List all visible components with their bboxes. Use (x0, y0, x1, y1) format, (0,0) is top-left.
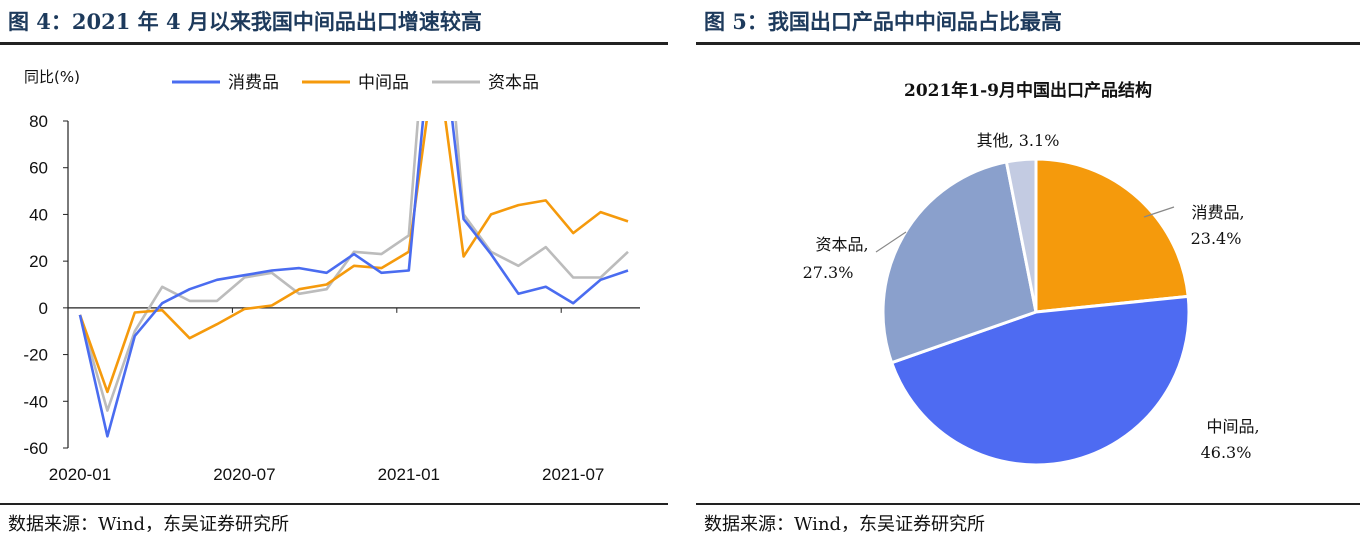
legend-label: 资本品 (488, 73, 539, 93)
legend-label: 消费品 (228, 73, 279, 93)
y-tick-label: -60 (23, 439, 48, 458)
y-tick-label: 60 (29, 159, 48, 178)
y-tick-label: 80 (29, 112, 48, 131)
y-tick-label: 20 (29, 252, 48, 271)
pie-slice-2 (881, 160, 1038, 365)
left-figure-panel: 图 4：2021 年 4 月以来我国中间品出口增速较高 80 60 40 20 0 -20… (0, 0, 668, 540)
watermark: 川阅全球宏观 (1063, 471, 1250, 499)
pie-title: 2021年1-9月中国出口产品结构 (904, 80, 1152, 101)
slice-value-capital: 27.3% (803, 263, 854, 282)
slice-label-intermediate: 中间品, (1206, 417, 1259, 436)
y-tick-label: -40 (23, 392, 48, 411)
y-tick-label: -20 (23, 346, 48, 365)
y-tick-label: 0 (39, 299, 48, 318)
right-figure-title: 图 5：我国出口产品中中间品占比最高 (704, 9, 1062, 34)
series-line-2 (78, 121, 629, 412)
y-axis-unit-label: 同比(%) (24, 68, 80, 86)
right-source-note: 数据来源：Wind，东吴证券研究所 (704, 514, 986, 535)
leader-line-consumer (1143, 206, 1175, 218)
x-tick-label: 2021-07 (542, 465, 604, 484)
leader-line-capital (875, 231, 907, 253)
left-title-rule (0, 42, 668, 45)
x-tick-label: 2020-01 (49, 465, 111, 484)
left-source-note: 数据来源：Wind，东吴证券研究所 (8, 514, 290, 535)
series-group (78, 121, 629, 438)
left-source-rule (0, 503, 668, 505)
legend-label: 中间品 (358, 73, 409, 93)
series-line-1 (78, 121, 629, 394)
slice-label-other: 其他, 3.1% (977, 131, 1060, 150)
slice-label-capital: 资本品, (815, 235, 868, 254)
series-line-0 (78, 121, 629, 438)
pie-slice-3 (1004, 157, 1038, 314)
watermark-text: 川阅全球宏观 (1106, 471, 1250, 499)
x-tick-label: 2020-07 (213, 465, 275, 484)
slice-label-consumer: 消费品, (1191, 203, 1244, 222)
pie-slice-0 (1034, 157, 1190, 314)
x-tick-label: 2021-01 (378, 465, 440, 484)
y-tick-label: 40 (29, 205, 48, 224)
left-figure-title: 图 4：2021 年 4 月以来我国中间品出口增速较高 (8, 9, 482, 34)
wechat-icon-bubble (1079, 481, 1097, 499)
slice-value-intermediate: 46.3% (1201, 443, 1252, 462)
slice-value-consumer: 23.4% (1191, 229, 1242, 248)
right-title-rule (696, 42, 1360, 45)
pie-slice-1 (890, 294, 1191, 467)
right-source-rule (696, 503, 1360, 505)
right-figure-panel: 图 5：我国出口产品中中间品占比最高 2021年1-9月中国出口产品结构消费品,… (696, 0, 1360, 540)
